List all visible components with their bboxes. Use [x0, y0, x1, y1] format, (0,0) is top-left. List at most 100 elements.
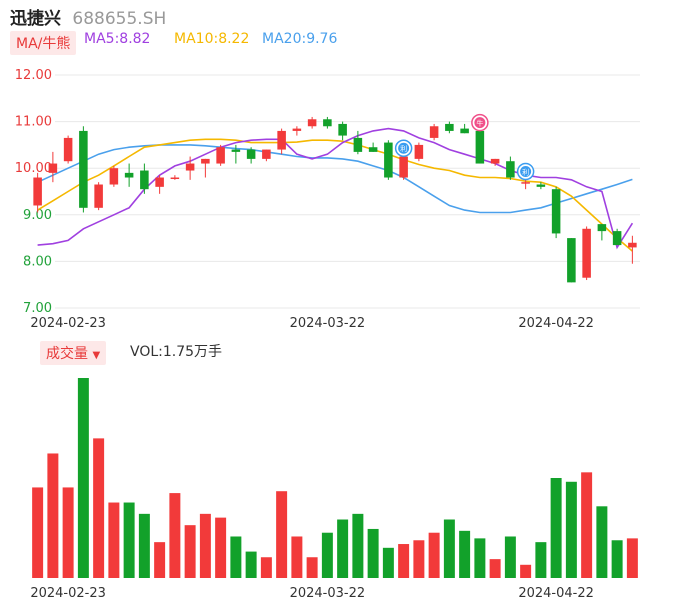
candle-body	[567, 238, 576, 283]
volume-bar	[32, 487, 44, 578]
volume-bar	[276, 491, 288, 578]
signal-marker-icon: 利	[394, 139, 413, 157]
candle	[201, 158, 210, 178]
volume-bar	[489, 559, 501, 578]
y-tick-label: 8.00	[23, 254, 52, 269]
candle	[216, 144, 225, 166]
candle	[185, 156, 195, 180]
candle-body	[170, 177, 180, 180]
candle	[109, 165, 119, 187]
candle	[262, 149, 271, 162]
candle	[292, 126, 302, 136]
volume-value: VOL:1.75万手	[130, 344, 223, 360]
candle	[155, 175, 164, 194]
volume-bar	[520, 564, 532, 578]
candle	[445, 121, 454, 134]
candle-body	[506, 161, 515, 178]
candle-body	[521, 182, 530, 184]
volume-bar	[93, 438, 105, 578]
x-tick-label: 2024-03-22	[290, 316, 366, 331]
candle-body	[33, 177, 42, 206]
signal-marker-icon: 利	[516, 162, 535, 181]
volume-bar	[611, 540, 623, 578]
candle	[628, 235, 637, 264]
volume-bar	[413, 540, 425, 578]
candle-body	[399, 156, 408, 178]
candle-body	[353, 137, 363, 152]
y-tick-label: 7.00	[23, 301, 52, 316]
candle	[414, 142, 424, 162]
candle-body	[79, 130, 88, 208]
candle	[33, 172, 42, 213]
ma5-label: MA5:8.82	[84, 31, 151, 47]
candle-body	[445, 123, 454, 131]
candle-body	[201, 158, 210, 164]
volume-bar	[443, 519, 455, 578]
volume-bar	[428, 532, 440, 578]
candle-body	[216, 147, 225, 164]
y-tick-label: 9.00	[23, 208, 52, 223]
volume-bar	[581, 472, 593, 578]
ma5-line	[37, 127, 634, 250]
marker-dot	[398, 142, 410, 154]
candle	[246, 147, 256, 164]
volume-bar	[154, 542, 166, 578]
volume-bar	[47, 453, 59, 578]
candle-body	[140, 170, 149, 190]
candle-body	[551, 189, 561, 234]
volume-bar	[230, 536, 242, 578]
candle	[399, 154, 408, 180]
candle-body	[155, 177, 164, 187]
volume-bar	[123, 502, 135, 578]
volume-bar	[352, 513, 364, 578]
candle	[506, 156, 515, 180]
volume-bar	[504, 536, 516, 578]
marker-label: 利	[400, 144, 407, 153]
volume-x-tick-label: 2024-04-22	[518, 586, 594, 601]
volume-bar	[184, 525, 196, 578]
volume-bar	[382, 547, 394, 578]
candle	[48, 151, 58, 183]
candle	[277, 128, 286, 155]
stock-header: 迅捷兴 688655.SH	[10, 4, 166, 29]
candle-body	[307, 119, 317, 127]
candle-body	[429, 126, 439, 138]
candle-body	[414, 144, 424, 159]
volume-bar	[260, 557, 272, 578]
candle	[338, 121, 347, 141]
candle-body	[246, 149, 256, 159]
x-tick-label: 2024-02-23	[30, 316, 106, 331]
volume-bar	[459, 530, 471, 578]
candle	[384, 140, 393, 180]
candle	[612, 228, 622, 246]
candle-body	[124, 172, 134, 178]
candle-body	[612, 231, 622, 246]
candle	[551, 186, 561, 239]
candle-body	[582, 228, 591, 278]
candle	[79, 126, 88, 213]
marker-dot	[520, 166, 532, 178]
y-tick-label: 10.00	[15, 161, 52, 176]
ma10-label: MA10:8.22	[174, 31, 250, 47]
volume-bar	[306, 557, 318, 578]
candle-body	[368, 147, 378, 152]
candle	[429, 123, 439, 141]
ma-switch-button[interactable]: MA/牛熊	[10, 31, 77, 55]
ma10-line	[37, 138, 633, 252]
volume-bar	[398, 544, 410, 578]
candle-body	[231, 149, 241, 152]
candle	[307, 116, 317, 129]
candle-body	[384, 142, 393, 178]
candle	[231, 144, 241, 164]
candle	[582, 226, 591, 281]
volume-x-tick-label: 2024-02-23	[30, 586, 106, 601]
volume-bar	[565, 481, 577, 578]
candle	[63, 135, 73, 164]
candle	[567, 238, 576, 283]
marker-label: 利	[522, 168, 529, 177]
candle	[597, 224, 607, 241]
volume-switch-button[interactable]: 成交量 ▼	[40, 341, 107, 365]
candle	[353, 130, 363, 155]
volume-bar	[550, 478, 562, 578]
